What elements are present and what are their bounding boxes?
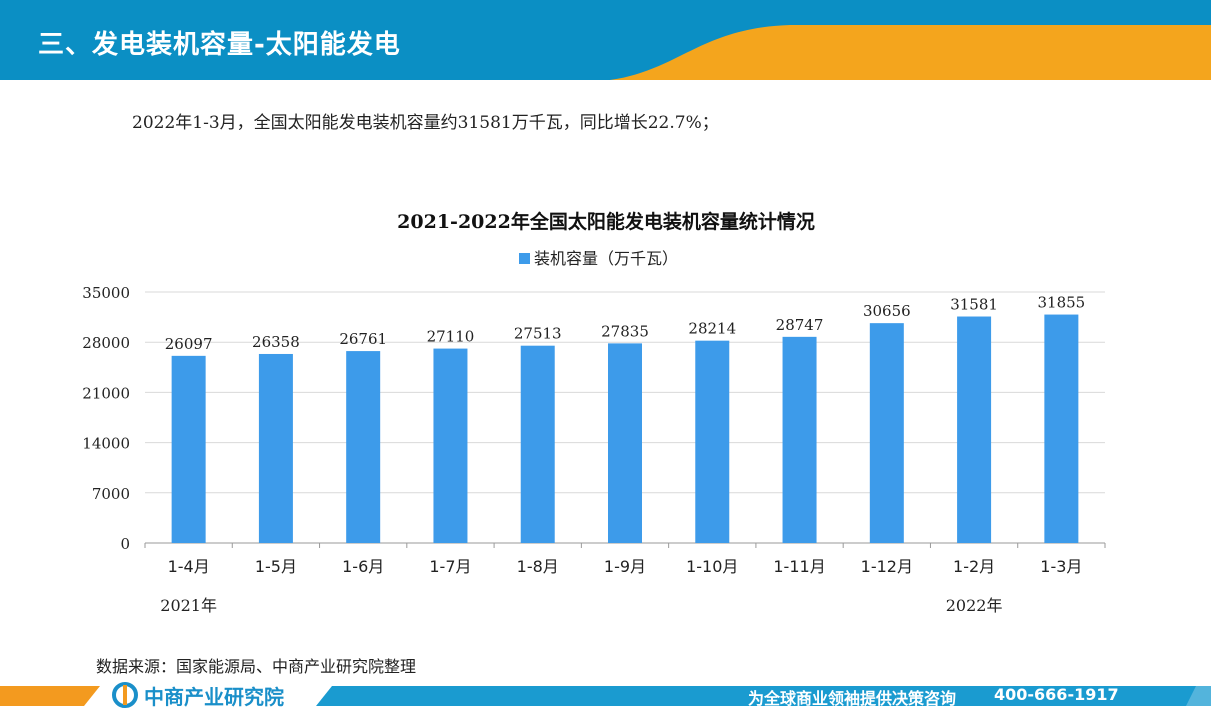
data-label: 26761 <box>339 330 387 348</box>
data-label: 28747 <box>776 316 824 334</box>
x-tick-label: 1-8月 <box>517 557 559 576</box>
y-tick-label: 28000 <box>82 334 130 352</box>
bar <box>1044 314 1079 543</box>
x-tick-label: 1-10月 <box>686 557 738 576</box>
y-tick-label: 14000 <box>82 435 130 453</box>
bar <box>433 348 468 543</box>
x-tick-label: 1-4月 <box>168 557 210 576</box>
data-label: 27835 <box>601 322 649 340</box>
bar <box>869 323 904 543</box>
phone-number: 400-666-1917 <box>994 685 1119 704</box>
x-tick-label: 1-6月 <box>342 557 384 576</box>
data-label: 31855 <box>1038 294 1086 312</box>
source-note: 数据来源：国家能源局、中商产业研究院整理 <box>96 657 417 676</box>
x-tick-label: 1-11月 <box>773 557 825 576</box>
y-tick-label: 21000 <box>82 384 130 402</box>
x-tick-label: 1-5月 <box>255 557 297 576</box>
bar <box>608 343 642 543</box>
logo: 中商产业研究院 <box>112 682 284 709</box>
x-tick-label: 1-7月 <box>429 557 471 576</box>
y-tick-label: 7000 <box>92 485 130 503</box>
legend-label: 装机容量（万千瓦） <box>534 249 678 268</box>
page-title: 三、发电装机容量-太阳能发电 <box>38 30 401 60</box>
data-label: 30656 <box>863 302 911 320</box>
legend: 装机容量（万千瓦） <box>519 249 678 268</box>
data-label: 28214 <box>688 320 736 338</box>
bar <box>695 340 730 543</box>
data-label: 26097 <box>165 335 213 353</box>
data-label: 27513 <box>514 325 562 343</box>
data-label: 27110 <box>427 328 475 346</box>
summary-text: 2022年1-3月，全国太阳能发电装机容量约31581万千瓦，同比增长22.7%… <box>132 113 719 133</box>
x-tick-label: 1-9月 <box>604 557 646 576</box>
chart-title: 2021-2022年全国太阳能发电装机容量统计情况 <box>397 210 815 233</box>
slogan: 为全球商业领袖提供决策咨询 <box>748 689 957 708</box>
bar <box>346 351 381 543</box>
year-label: 2022年 <box>946 596 1003 615</box>
y-tick-label: 0 <box>120 535 130 553</box>
bar <box>258 353 293 543</box>
logo-icon <box>112 682 138 708</box>
bar <box>957 316 992 543</box>
y-tick-label: 35000 <box>82 284 130 302</box>
bar <box>520 345 555 543</box>
bar <box>171 355 206 543</box>
header-bar <box>0 0 1211 80</box>
bar <box>782 336 817 543</box>
x-tick-label: 1-2月 <box>953 557 995 576</box>
data-label: 26358 <box>252 333 300 351</box>
footer-bar <box>0 680 1211 716</box>
x-tick-label: 1-12月 <box>861 557 913 576</box>
data-label: 31581 <box>950 296 998 314</box>
year-label: 2021年 <box>160 596 217 615</box>
x-tick-label: 1-3月 <box>1040 557 1082 576</box>
logo-text: 中商产业研究院 <box>144 684 284 709</box>
legend-swatch <box>519 253 530 264</box>
